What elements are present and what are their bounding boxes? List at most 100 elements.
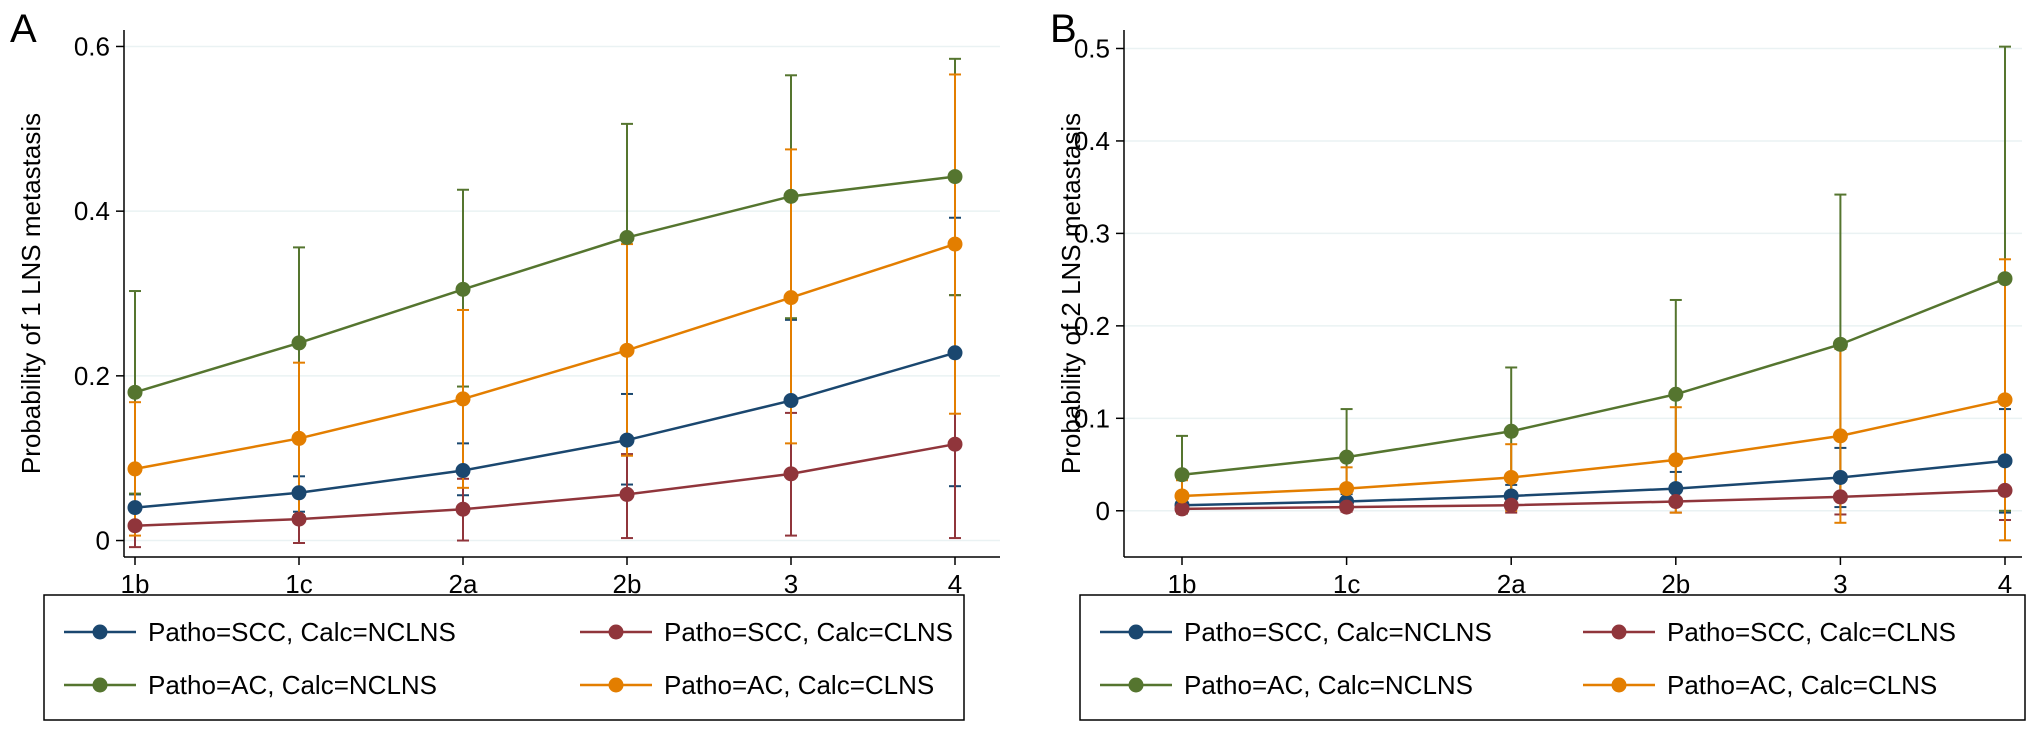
data-point-series-3 (1997, 271, 2013, 287)
series-line-3 (1181, 277, 2006, 476)
legend-label-series-1: Patho=SCC, Calc=NCLNS (1184, 617, 1492, 647)
data-point-series-4 (1832, 428, 1848, 444)
data-point-series-1 (619, 432, 635, 448)
data-point-series-2 (1832, 489, 1848, 505)
y-axis-title: Probability of 2 LNS metastasis (1056, 113, 1086, 474)
data-point-series-2 (127, 518, 143, 534)
data-point-series-1 (127, 500, 143, 516)
data-point-series-3 (127, 384, 143, 400)
data-point-series-3 (1174, 467, 1190, 483)
chart-panel-b: 00.10.20.30.40.51b1c2a2b34TProbability o… (1050, 7, 2026, 721)
data-point-series-1 (1832, 469, 1848, 485)
series-line-4 (1181, 398, 2006, 498)
data-point-series-1 (947, 345, 963, 361)
data-point-series-3 (1503, 423, 1519, 439)
y-tick-label: 0.5 (1074, 33, 1110, 63)
y-tick-label: 0.6 (74, 31, 110, 61)
data-point-series-1 (455, 463, 471, 479)
legend-label-series-2: Patho=SCC, Calc=CLNS (1667, 617, 1956, 647)
legend-label-series-3: Patho=AC, Calc=NCLNS (1184, 670, 1473, 700)
data-point-series-2 (1997, 482, 2013, 498)
data-point-series-4 (1997, 392, 2013, 408)
data-point-series-2 (619, 486, 635, 502)
legend-box (43, 594, 965, 721)
x-tick-label: 1b (1168, 569, 1197, 599)
data-point-series-2 (1174, 501, 1190, 517)
data-point-series-3 (1339, 449, 1355, 465)
x-tick-label: 1c (1333, 569, 1360, 599)
data-point-series-4 (291, 430, 307, 446)
legend-marker-series-2 (608, 624, 624, 640)
series-line-4 (134, 242, 956, 471)
data-point-series-3 (783, 188, 799, 204)
data-point-series-4 (947, 236, 963, 252)
legend-marker-series-3 (1128, 677, 1144, 693)
legend-label-series-3: Patho=AC, Calc=NCLNS (148, 670, 437, 700)
x-tick-label: 4 (948, 569, 962, 599)
data-point-series-3 (1668, 386, 1684, 402)
series-line-3 (134, 175, 956, 394)
data-point-series-4 (1503, 469, 1519, 485)
y-tick-label: 0.4 (1074, 126, 1110, 156)
data-point-series-4 (127, 461, 143, 477)
x-tick-label: 3 (784, 569, 798, 599)
legend-label-series-1: Patho=SCC, Calc=NCLNS (148, 617, 456, 647)
y-tick-label: 0.1 (1074, 403, 1110, 433)
x-tick-label: 3 (1833, 569, 1847, 599)
data-point-series-2 (291, 511, 307, 527)
legend-marker-series-2 (1611, 624, 1627, 640)
legend-label-series-4: Patho=AC, Calc=CLNS (664, 670, 934, 700)
x-tick-label: 2b (1661, 569, 1690, 599)
x-tick-label: 1b (121, 569, 150, 599)
data-point-series-2 (455, 501, 471, 517)
x-tick-label: 2a (449, 569, 478, 599)
y-axis-title: Probability of 1 LNS metastasis (16, 113, 46, 474)
data-point-series-4 (1668, 452, 1684, 468)
data-point-series-1 (1997, 453, 2013, 469)
y-tick-label: 0.2 (1074, 311, 1110, 341)
y-tick-label: 0.3 (1074, 218, 1110, 248)
data-point-series-4 (455, 391, 471, 407)
series-line-2 (1181, 489, 2006, 511)
legend-marker-series-1 (1128, 624, 1144, 640)
data-point-series-2 (1339, 499, 1355, 515)
y-tick-label: 0 (96, 526, 110, 556)
x-tick-label: 2b (613, 569, 642, 599)
panel-label: A (10, 7, 37, 51)
y-tick-label: 0.2 (74, 361, 110, 391)
plot-area (124, 30, 1000, 557)
data-point-series-4 (1174, 488, 1190, 504)
y-tick-label: 0 (1096, 496, 1110, 526)
data-point-series-4 (619, 342, 635, 358)
legend-box (1079, 594, 2026, 721)
data-point-series-3 (947, 169, 963, 185)
data-point-series-3 (1832, 336, 1848, 352)
data-point-series-2 (1668, 494, 1684, 510)
x-tick-label: 2a (1497, 569, 1526, 599)
data-point-series-1 (1668, 481, 1684, 497)
data-point-series-4 (1339, 481, 1355, 497)
data-point-series-3 (291, 335, 307, 351)
chart-panel-a: 00.20.40.61b1c2a2b34TProbability of 1 LN… (10, 7, 1000, 721)
plot-area (1124, 30, 2022, 557)
y-tick-label: 0.4 (74, 196, 110, 226)
legend-marker-series-3 (92, 677, 108, 693)
series-line-2 (134, 442, 956, 527)
data-point-series-2 (783, 466, 799, 482)
legend-label-series-4: Patho=AC, Calc=CLNS (1667, 670, 1937, 700)
legend-marker-series-1 (92, 624, 108, 640)
data-point-series-3 (455, 281, 471, 297)
panel-label: B (1050, 7, 1077, 51)
legend-marker-series-4 (1611, 677, 1627, 693)
data-point-series-2 (947, 436, 963, 452)
series-line-1 (134, 351, 956, 509)
data-point-series-4 (783, 290, 799, 306)
data-point-series-3 (619, 230, 635, 246)
series-line-1 (1181, 459, 2006, 507)
legend-label-series-2: Patho=SCC, Calc=CLNS (664, 617, 953, 647)
data-point-series-2 (1503, 497, 1519, 513)
x-tick-label: 1c (285, 569, 312, 599)
data-point-series-1 (783, 393, 799, 409)
x-tick-label: 4 (1998, 569, 2012, 599)
